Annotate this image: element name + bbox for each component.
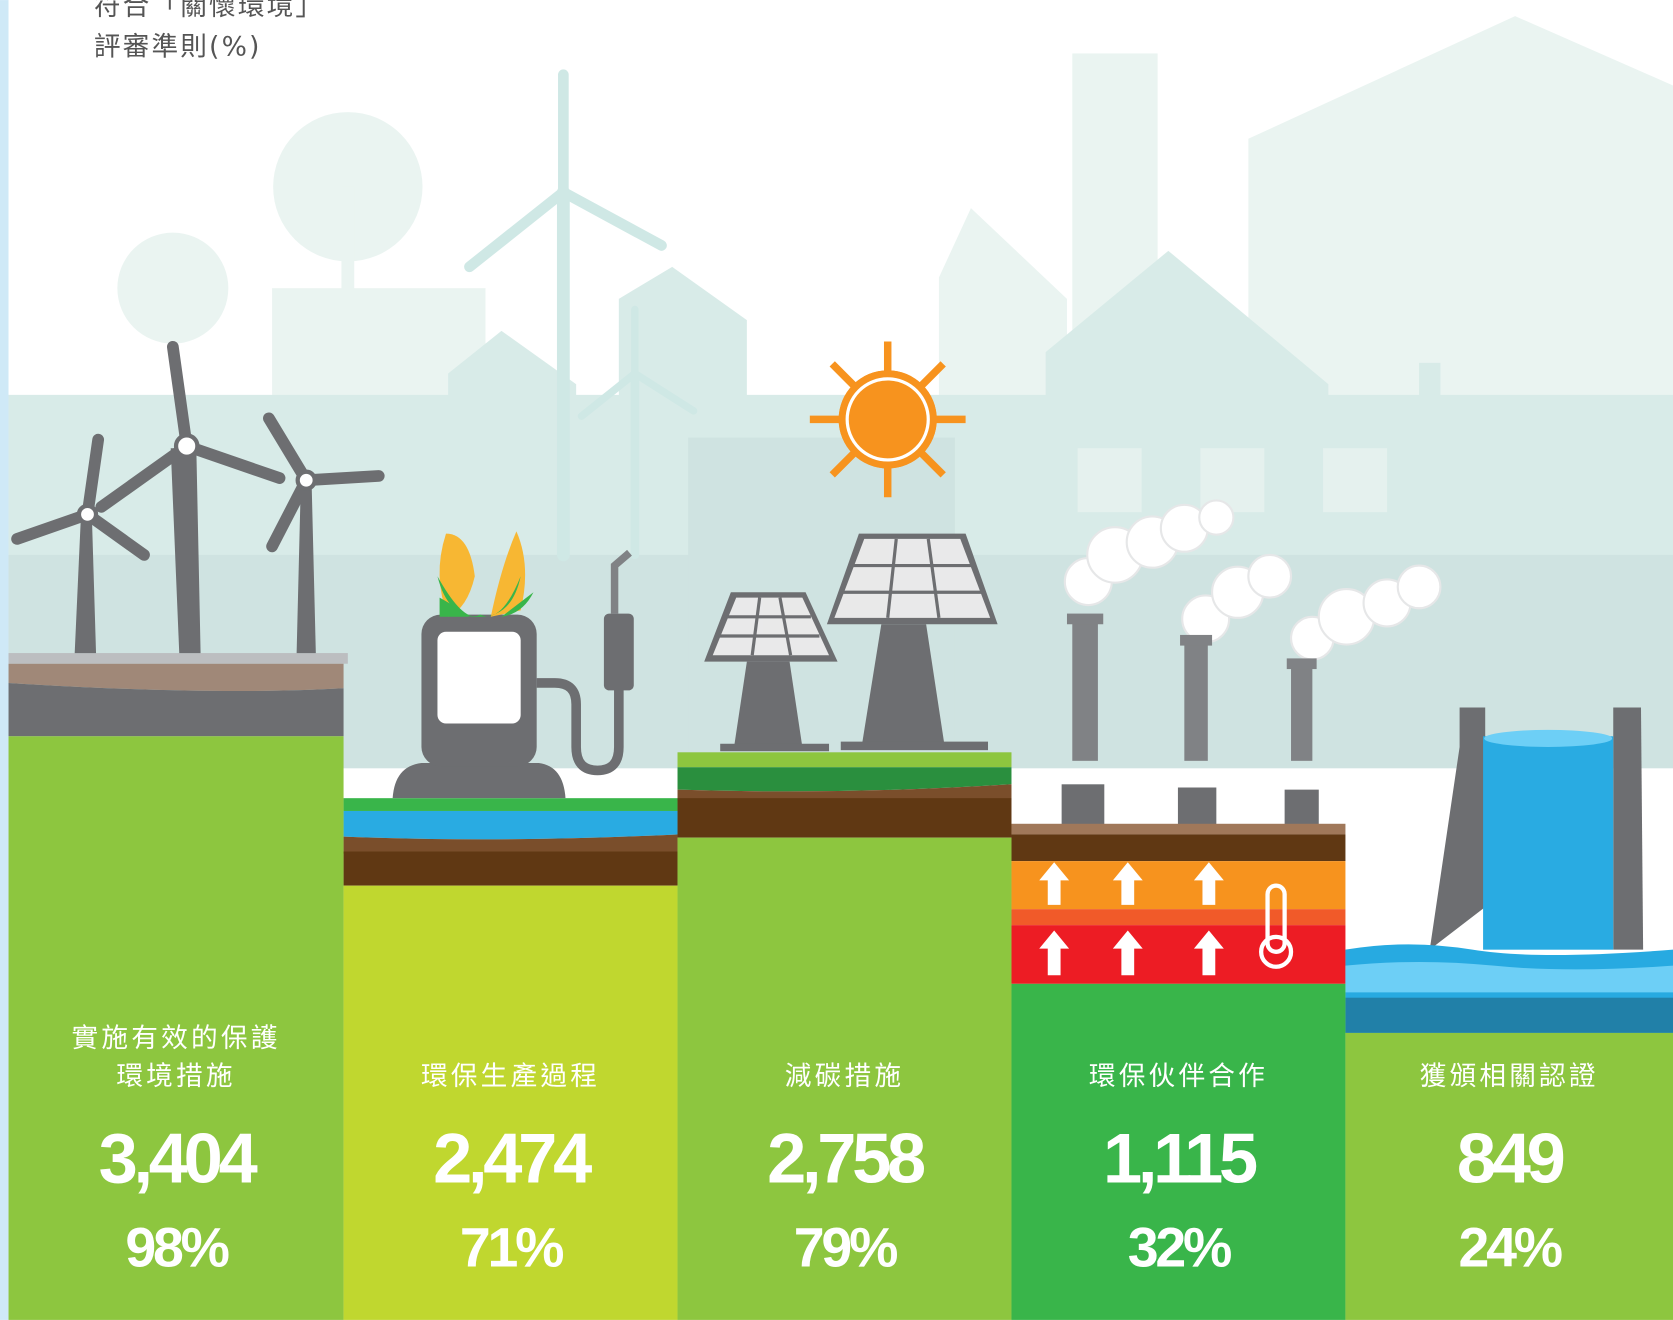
item-label: 減碳措施	[785, 1061, 904, 1092]
infographic: 實施有效的保護環境措施 3,404 98% 環保生產過程 2,474 71% 減碳措施 2,7…	[0, 0, 1673, 1320]
item-label: 實施有效的保護	[72, 1023, 281, 1054]
header-line: 符合「關懷環境」	[94, 0, 324, 22]
header-line: 評審準則(%)	[94, 32, 262, 63]
item-percent: 71%	[460, 1217, 563, 1279]
item-label: 環保伙伴合作	[1089, 1061, 1268, 1092]
item-count: 849	[1457, 1118, 1564, 1197]
item-label: 獲頒相關認證	[1420, 1061, 1599, 1092]
item-count: 2,758	[767, 1118, 924, 1197]
item-label: 環境措施	[116, 1061, 235, 1092]
item-percent: 32%	[1128, 1217, 1231, 1279]
item-count: 2,474	[433, 1118, 592, 1197]
item-label: 環保生產過程	[421, 1061, 600, 1092]
item-count: 1,115	[1103, 1118, 1257, 1197]
item-count: 3,404	[99, 1118, 258, 1197]
item-percent: 79%	[794, 1217, 897, 1279]
item-percent: 24%	[1459, 1217, 1562, 1279]
item-percent: 98%	[125, 1217, 228, 1279]
